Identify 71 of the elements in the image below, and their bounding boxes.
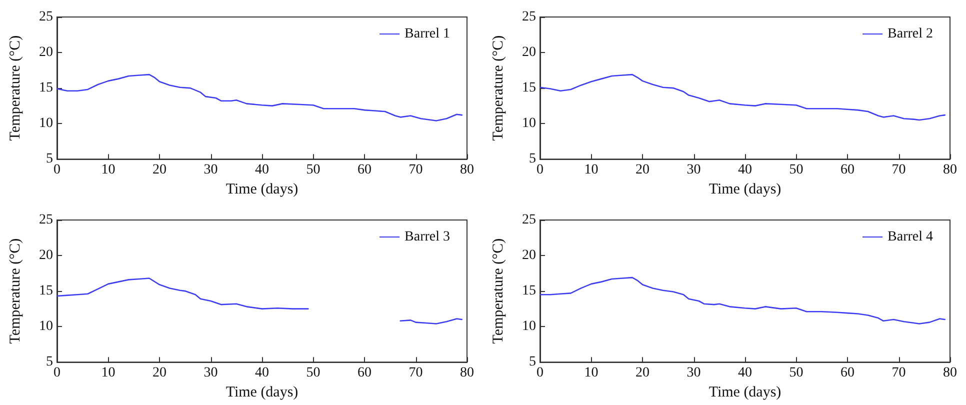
x-tick-label: 60: [840, 366, 854, 381]
y-tick-label: 10: [39, 319, 53, 334]
x-tick-label: 20: [636, 366, 650, 381]
x-tick-label: 70: [408, 366, 423, 381]
x-tick-label: 0: [54, 162, 60, 178]
x-tick-label: 10: [101, 366, 116, 381]
x-tick-label: 80: [943, 366, 957, 381]
x-tick-label: 0: [54, 366, 60, 381]
y-tick-label: 20: [522, 248, 536, 264]
y-tick-label: 5: [46, 354, 53, 370]
y-axis-title: Temperature (°C): [8, 238, 24, 344]
x-tick-label: 80: [460, 162, 474, 178]
legend-label: Barrel 1: [404, 26, 450, 42]
x-tick-label: 70: [892, 162, 906, 178]
x-tick-label: 40: [255, 162, 269, 178]
x-tick-label: 60: [358, 366, 372, 381]
x-tick-label: 20: [636, 162, 650, 178]
x-tick-label: 50: [306, 366, 320, 381]
y-axis-title: Temperature (°C): [8, 35, 24, 141]
y-tick-label: 5: [529, 152, 536, 167]
line-series: [56, 74, 463, 122]
y-tick-label: 25: [39, 212, 53, 228]
x-tick-label: 40: [738, 162, 752, 178]
x-tick-label: 30: [686, 366, 701, 381]
x-tick-label: 30: [686, 162, 701, 178]
y-tick-label: 25: [522, 10, 536, 24]
y-tick-label: 25: [522, 212, 536, 228]
y-tick-label: 25: [39, 10, 53, 24]
line-series: [539, 74, 946, 121]
legend-label: Barrel 2: [888, 26, 934, 42]
x-axis-title: Time (days): [708, 384, 782, 400]
x-tick-label: 60: [840, 162, 854, 178]
y-tick-label: 20: [39, 248, 53, 264]
y-tick-label: 10: [522, 116, 536, 132]
x-tick-label: 80: [943, 162, 957, 178]
x-tick-label: 10: [584, 366, 598, 381]
x-tick-label: 60: [358, 162, 372, 178]
y-tick-label: 5: [529, 354, 536, 370]
x-tick-label: 70: [408, 162, 423, 178]
x-tick-label: 20: [152, 366, 166, 381]
y-tick-label: 10: [522, 319, 536, 334]
x-tick-label: 30: [204, 366, 218, 381]
x-tick-label: 10: [101, 162, 116, 178]
x-tick-label: 40: [255, 366, 269, 381]
x-tick-label: 50: [306, 162, 320, 178]
x-axis-title: Time (days): [226, 182, 298, 198]
y-tick-label: 10: [39, 116, 53, 132]
x-axis-title: Time (days): [226, 384, 298, 400]
x-tick-label: 50: [789, 162, 804, 178]
x-tick-label: 50: [789, 366, 804, 381]
y-tick-label: 15: [522, 284, 536, 299]
y-tick-label: 15: [39, 80, 53, 96]
x-tick-label: 40: [738, 366, 752, 381]
y-tick-label: 15: [39, 284, 53, 299]
x-axis-title: Time (days): [708, 182, 782, 198]
x-tick-label: 80: [460, 366, 474, 381]
line-series: [539, 276, 946, 324]
y-axis-title: Temperature (°C): [490, 238, 506, 344]
y-tick-label: 15: [522, 80, 536, 96]
y-axis-title: Temperature (°C): [490, 35, 506, 141]
y-tick-label: 20: [39, 45, 53, 60]
x-tick-label: 70: [892, 366, 906, 381]
x-tick-label: 20: [152, 162, 166, 178]
x-tick-label: 0: [536, 366, 544, 381]
legend-label: Barrel 3: [404, 230, 450, 244]
x-tick-label: 30: [204, 162, 218, 178]
y-tick-label: 5: [46, 152, 53, 167]
legend-label: Barrel 4: [888, 230, 934, 244]
x-tick-label: 0: [536, 162, 544, 178]
x-tick-label: 10: [584, 162, 598, 178]
y-tick-label: 20: [522, 45, 536, 60]
